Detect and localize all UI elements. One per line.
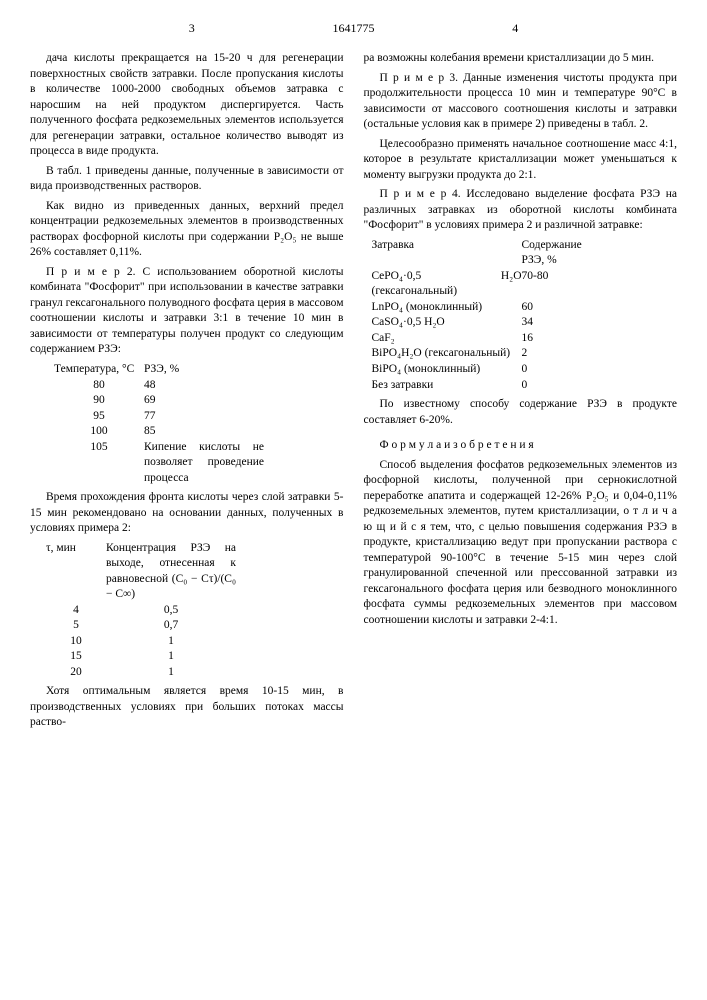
paragraph: П р и м е р 4. Исследовано выделение фос… (364, 187, 678, 234)
page-header: 3 1641775 4 (30, 20, 677, 36)
table-cell: 16 (522, 331, 602, 347)
table-cell: 80 (54, 378, 144, 394)
table-cell: Кипение кислоты не позволяет проведение … (144, 440, 264, 487)
paragraph: ра возможны колебания времени кристаллиз… (364, 51, 678, 67)
table-cell: 10 (46, 634, 106, 650)
page-number-right: 4 (354, 20, 678, 36)
table-cell: BiPO₄H₂O (гексагональный) (372, 346, 522, 362)
table-cell: 60 (522, 300, 602, 316)
table-cell: Без затравки (372, 378, 522, 394)
table-header: Содержание РЗЭ, % (522, 238, 602, 269)
paragraph: дача кислоты прекращается на 15-20 ч для… (30, 51, 344, 160)
table-cell: 0 (522, 362, 602, 378)
table-cell: 0 (522, 378, 602, 394)
paragraph: По известному способу содержание РЗЭ в п… (364, 397, 678, 428)
table-cell: 100 (54, 424, 144, 440)
table-header: Температура, °С (54, 362, 144, 378)
table-cell: 1 (106, 665, 236, 681)
table-header: Затравка (372, 238, 522, 269)
paragraph: П р и м е р 3. Данные изменения чистоты … (364, 71, 678, 133)
table-cell: 4 (46, 603, 106, 619)
claim-text: Способ выделения фосфатов редкоземельных… (364, 458, 678, 629)
table-cell: CaSO₄·0,5 H₂O (372, 315, 522, 331)
table-cell: 69 (144, 393, 234, 409)
table-header: τ, мин (46, 541, 106, 603)
table-cell: 48 (144, 378, 234, 394)
table-cell: 77 (144, 409, 234, 425)
table-cell: 2 (522, 346, 602, 362)
table-cell: 15 (46, 649, 106, 665)
paragraph: Целесообразно применять начальное соотно… (364, 137, 678, 184)
table-cell: 105 (54, 440, 144, 487)
paragraph: Хотя оптимальным является время 10-15 ми… (30, 684, 344, 731)
formula-heading: Ф о р м у л а и з о б р е т е н и я (364, 438, 678, 454)
temperature-table: Температура, °С РЗЭ, % 8048 9069 9577 10… (54, 362, 344, 486)
table-cell: 34 (522, 315, 602, 331)
table-cell: 1 (106, 649, 236, 665)
table-cell: BiPO₄ (моноклинный) (372, 362, 522, 378)
patent-number: 1641775 (333, 20, 375, 36)
table-cell: 95 (54, 409, 144, 425)
page-number-left: 3 (30, 20, 354, 36)
table-header: РЗЭ, % (144, 362, 234, 378)
time-table: τ, мин Концентрация РЗЭ на выходе, отнес… (46, 541, 344, 681)
right-column: ра возможны колебания времени кристаллиз… (364, 51, 678, 735)
paragraph: В табл. 1 приведены данные, полученные в… (30, 164, 344, 195)
paragraph: Время прохождения фронта кислоты через с… (30, 490, 344, 537)
left-column: дача кислоты прекращается на 15-20 ч для… (30, 51, 344, 735)
table-cell: CaF₂ (372, 331, 522, 347)
table-cell: CePO₄·0,5 H₂O (гексагональный) (372, 269, 522, 300)
seed-table: Затравка Содержание РЗЭ, % CePO₄·0,5 H₂O… (372, 238, 678, 393)
table-cell: 85 (144, 424, 234, 440)
table-cell: LnPO₄ (моноклинный) (372, 300, 522, 316)
paragraph: Как видно из приведенных данных, верхний… (30, 199, 344, 261)
paragraph: П р и м е р 2. С использованием оборотно… (30, 265, 344, 358)
table-cell: 70-80 (522, 269, 602, 300)
table-cell: 0,5 (106, 603, 236, 619)
table-cell: 90 (54, 393, 144, 409)
table-cell: 1 (106, 634, 236, 650)
table-cell: 0,7 (106, 618, 236, 634)
table-cell: 5 (46, 618, 106, 634)
table-header: Концентрация РЗЭ на выходе, отнесенная к… (106, 541, 236, 603)
table-cell: 20 (46, 665, 106, 681)
